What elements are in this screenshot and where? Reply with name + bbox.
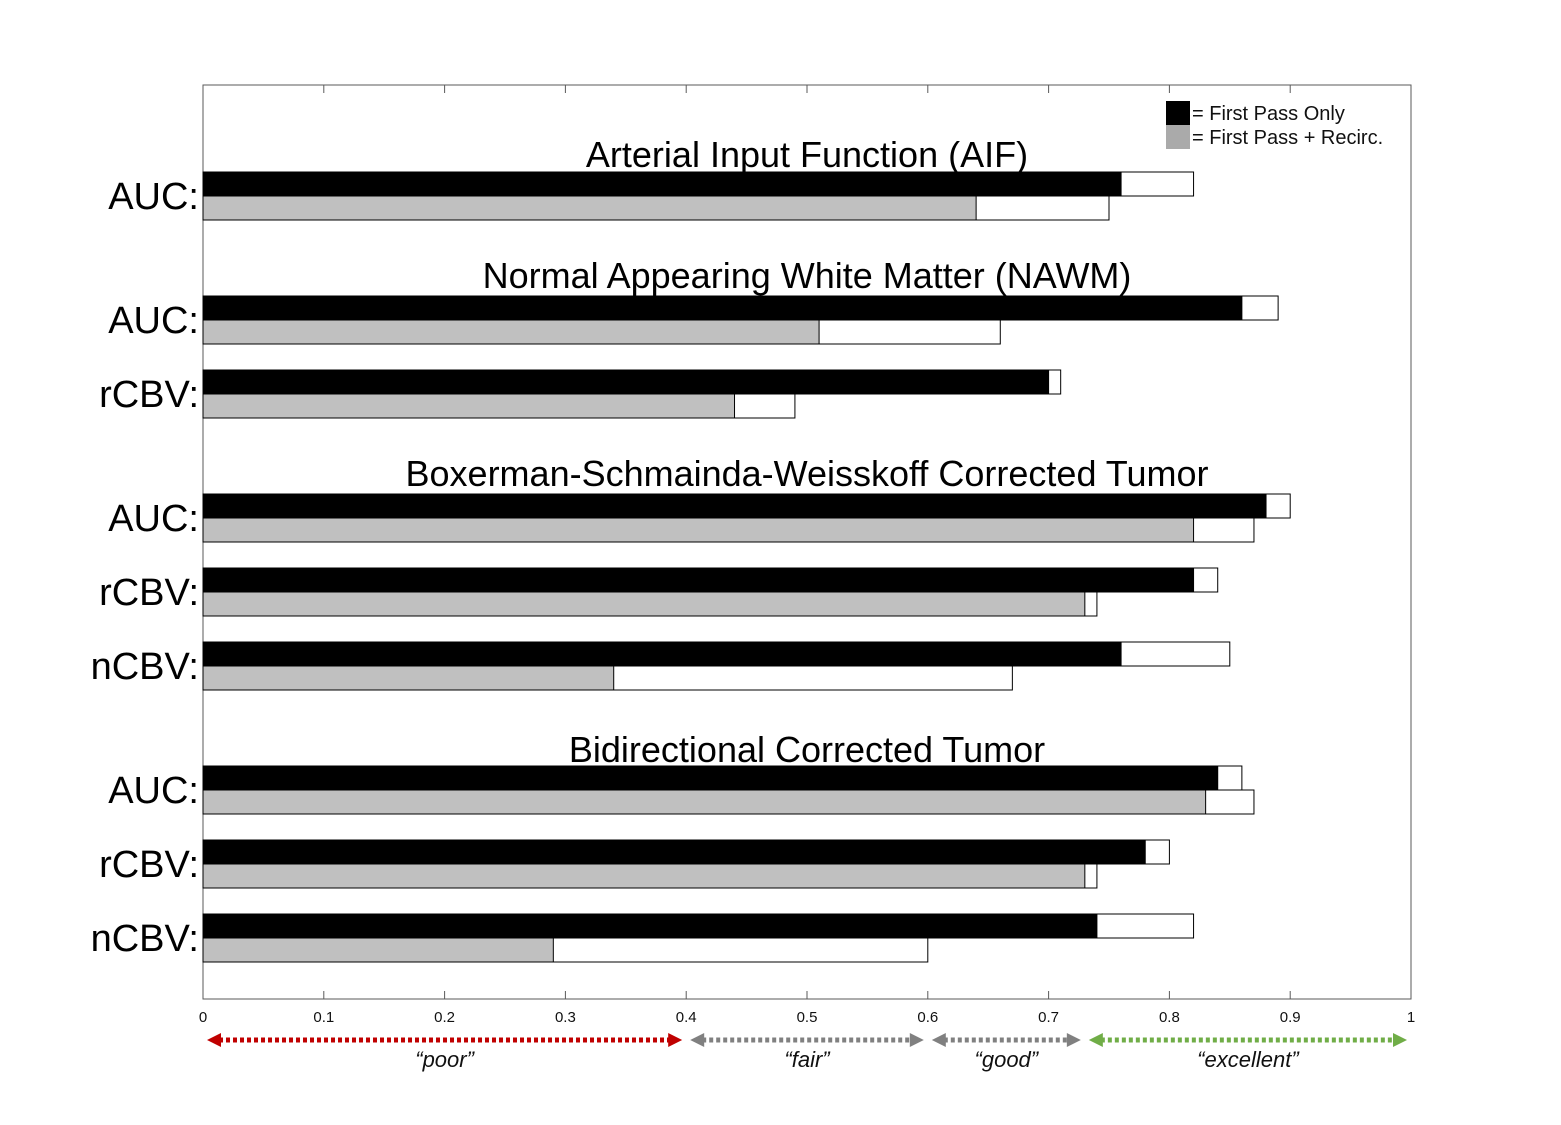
- x-tick-label: 0.1: [313, 1009, 334, 1026]
- range-arrow-head-right: [668, 1033, 683, 1047]
- group-title: Normal Appearing White Matter (NAWM): [483, 255, 1132, 296]
- bar-first-pass: [202, 567, 1195, 593]
- bar-first-pass: [202, 765, 1219, 791]
- row-label: AUC:: [108, 770, 199, 812]
- legend-label: = First Pass + Recirc.: [1192, 127, 1383, 149]
- bar-first-pass: [202, 493, 1267, 519]
- bar-first-pass-recirc: [202, 937, 554, 963]
- bar-first-pass-recirc: [202, 863, 1086, 889]
- x-tick-label: 1: [1407, 1009, 1415, 1026]
- range-arrow-head-left: [1088, 1033, 1103, 1047]
- row-label: AUC:: [108, 176, 199, 218]
- x-tick-label: 0: [199, 1009, 207, 1026]
- range-arrow-head-left: [931, 1033, 946, 1047]
- range-arrow-head-right: [1066, 1033, 1081, 1047]
- labels-layer: Arterial Input Function (AIF) AUC: Normal …: [91, 134, 1209, 960]
- bars-layer: [202, 171, 1291, 963]
- group-title: Bidirectional Corrected Tumor: [569, 729, 1045, 770]
- range-label: “excellent”: [1197, 1047, 1300, 1072]
- bar-first-pass: [202, 171, 1122, 197]
- range-arrow-head-right: [909, 1033, 924, 1047]
- legend: = First Pass Only= First Pass + Recirc.: [1166, 101, 1383, 149]
- bar-first-pass: [202, 839, 1146, 865]
- x-tick-label: 0.3: [555, 1009, 576, 1026]
- x-tick-label: 0.9: [1280, 1009, 1301, 1026]
- row-label: rCBV:: [99, 374, 199, 416]
- bar-first-pass-recirc: [202, 789, 1207, 815]
- row-label: nCBV:: [91, 646, 199, 688]
- legend-label: = First Pass Only: [1192, 103, 1345, 125]
- x-tick-label: 0.2: [434, 1009, 455, 1026]
- row-label: rCBV:: [99, 844, 199, 886]
- legend-swatch: [1166, 125, 1190, 149]
- bar-first-pass-recirc: [202, 195, 977, 221]
- bar-first-pass-recirc: [202, 517, 1195, 543]
- qualitative-scale: “poor” “fair” “good” “excellent”: [207, 1033, 1407, 1072]
- row-label: AUC:: [108, 300, 199, 342]
- x-tick-label: 0.7: [1038, 1009, 1059, 1026]
- x-tick-label: 0.5: [797, 1009, 818, 1026]
- bar-first-pass-recirc: [202, 665, 615, 691]
- x-axis: 0 0.1 0.2 0.3 0.4 0.5 0.6 0.7 0.8 0.9 1: [199, 85, 1415, 1026]
- range-arrow-head-left: [207, 1033, 221, 1047]
- bar-first-pass: [202, 641, 1122, 667]
- bar-first-pass-recirc: [202, 393, 736, 419]
- range-label: “fair”: [784, 1047, 831, 1072]
- range-label: “poor”: [415, 1047, 475, 1072]
- x-tick-label: 0.8: [1159, 1009, 1180, 1026]
- x-tick-label: 0.6: [917, 1009, 938, 1026]
- x-tick-label: 0.4: [676, 1009, 697, 1026]
- range-label: “good”: [975, 1047, 1040, 1072]
- range-arrow-head-right: [1393, 1033, 1407, 1047]
- legend-swatch: [1166, 101, 1190, 125]
- bar-first-pass-recirc: [202, 319, 820, 345]
- range-arrow-head-left: [690, 1033, 705, 1047]
- bar-first-pass: [202, 295, 1243, 321]
- row-label: rCBV:: [99, 572, 199, 614]
- group-title: Boxerman-Schmainda-Weisskoff Corrected T…: [406, 453, 1209, 494]
- group-title: Arterial Input Function (AIF): [586, 134, 1028, 175]
- row-label: nCBV:: [91, 918, 199, 960]
- bar-first-pass-recirc: [202, 591, 1086, 617]
- bar-first-pass: [202, 913, 1098, 939]
- bar-first-pass: [202, 369, 1050, 395]
- row-label: AUC:: [108, 498, 199, 540]
